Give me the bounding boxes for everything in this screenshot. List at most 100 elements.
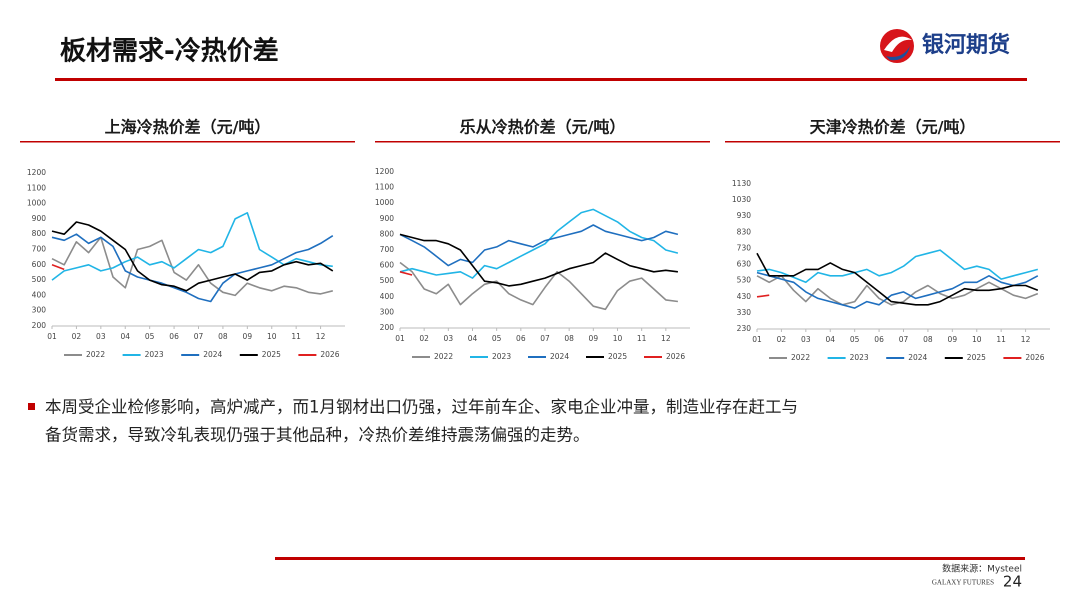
y-tick-label: 1000: [27, 199, 46, 208]
x-tick-label: 02: [72, 332, 82, 341]
x-tick-label: 10: [267, 332, 277, 341]
x-tick-label: 11: [637, 334, 647, 343]
x-tick-label: 03: [96, 332, 106, 341]
x-tick-label: 10: [972, 335, 982, 344]
x-tick-label: 04: [468, 334, 478, 343]
y-tick-label: 600: [380, 261, 395, 270]
series-line: [51, 264, 65, 271]
legend-label: 2026: [320, 350, 339, 359]
legend-label: 2022: [434, 352, 453, 361]
y-tick-label: 500: [32, 275, 47, 284]
y-tick-label: 400: [32, 290, 47, 299]
x-tick-label: 08: [218, 332, 228, 341]
page-number: 24: [1003, 573, 1022, 591]
x-tick-label: 05: [492, 334, 502, 343]
bullet-text: 备货需求，导致冷轧表现仍强于其他品种，冷热价差维持震荡偏强的走势。: [45, 426, 590, 445]
chart: 上海冷热价差（元/吨） 200 300 400 500 600 700 800 900 1000 1…: [20, 118, 355, 359]
x-tick-label: 12: [661, 334, 671, 343]
series-line: [399, 208, 679, 279]
y-tick-label: 800: [380, 229, 395, 238]
legend-label: 2023: [492, 352, 511, 361]
y-tick-label: 1100: [375, 183, 394, 192]
series-line: [399, 224, 679, 267]
chart: 乐从冷热价差（元/吨） 200 300 400 500 600 700 800 900 1000 1…: [375, 118, 710, 361]
chart: 天津冷热价差（元/吨） 230 330 430 530 630 730 830 930 1030 1…: [725, 118, 1060, 362]
legend-label: 2026: [1025, 353, 1044, 362]
chart-title-rule: [725, 141, 1060, 143]
legend-label: 2023: [850, 353, 869, 362]
x-tick-label: 02: [419, 334, 429, 343]
x-tick-label: 11: [996, 335, 1006, 344]
legend-label: 2024: [550, 352, 569, 361]
y-tick-label: 730: [737, 243, 752, 252]
x-tick-label: 01: [752, 335, 762, 344]
legend-label: 2025: [262, 350, 281, 359]
x-tick-label: 07: [540, 334, 550, 343]
x-tick-label: 03: [801, 335, 811, 344]
x-tick-label: 12: [316, 332, 326, 341]
series-line: [51, 233, 334, 303]
bullet-text: 本周受企业检修影响，高炉减产，而1月钢材出口仍强，过年前车企、家电企业冲量，制造…: [45, 398, 798, 417]
y-tick-label: 800: [32, 229, 47, 238]
source: 数据来源：Mysteel: [942, 563, 1022, 575]
footer-rule: [275, 557, 1025, 560]
legend-label: 2023: [145, 350, 164, 359]
x-tick-label: 08: [923, 335, 933, 344]
x-tick-label: 09: [243, 332, 253, 341]
x-tick-label: 05: [145, 332, 155, 341]
logo: [880, 29, 914, 63]
x-tick-label: 02: [777, 335, 787, 344]
chart-title: 乐从冷热价差（元/吨）: [460, 118, 626, 137]
chart-title: 上海冷热价差（元/吨）: [105, 118, 271, 137]
logo-text: 银河期货: [922, 32, 1010, 58]
y-tick-label: 330: [737, 308, 752, 317]
x-tick-label: 05: [850, 335, 860, 344]
y-tick-label: 1200: [27, 168, 46, 177]
x-tick-label: 11: [291, 332, 301, 341]
legend-label: 2024: [203, 350, 222, 359]
logo-swoosh: [884, 36, 912, 52]
bullet-marker: [28, 403, 35, 410]
brand: GALAXY FUTURES: [932, 579, 994, 587]
series-line: [756, 294, 770, 298]
x-tick-label: 10: [613, 334, 623, 343]
legend-label: 2025: [608, 352, 627, 361]
series-line: [399, 233, 678, 287]
y-tick-label: 1130: [732, 179, 751, 188]
x-tick-label: 06: [874, 335, 884, 344]
y-tick-label: 700: [32, 245, 47, 254]
y-tick-label: 500: [380, 276, 395, 285]
x-tick-label: 04: [120, 332, 130, 341]
legend-label: 2026: [666, 352, 685, 361]
logo-swoosh: [886, 46, 910, 61]
x-tick-label: 01: [395, 334, 405, 343]
series-line: [51, 221, 334, 292]
x-tick-label: 06: [169, 332, 179, 341]
series-line: [756, 252, 1039, 306]
y-tick-label: 1030: [732, 195, 751, 204]
series-line: [399, 271, 413, 276]
legend-label: 2024: [908, 353, 927, 362]
y-tick-label: 900: [380, 214, 395, 223]
series-line: [756, 271, 1039, 309]
y-tick-label: 600: [32, 260, 47, 269]
chart-title-rule: [20, 141, 355, 143]
legend-label: 2022: [791, 353, 810, 362]
y-tick-label: 630: [737, 260, 752, 269]
y-tick-label: 1200: [375, 167, 394, 176]
x-tick-label: 04: [825, 335, 835, 344]
slide-title: 板材需求-冷热价差: [60, 36, 279, 67]
y-tick-label: 300: [380, 307, 395, 316]
chart-title-rule: [375, 141, 710, 143]
legend-label: 2025: [967, 353, 986, 362]
chart-title: 天津冷热价差（元/吨）: [810, 118, 976, 137]
y-tick-label: 400: [380, 292, 395, 301]
x-tick-label: 06: [516, 334, 526, 343]
x-tick-label: 01: [47, 332, 57, 341]
y-tick-label: 700: [380, 245, 395, 254]
series-line: [399, 261, 679, 311]
y-tick-label: 1100: [27, 183, 46, 192]
y-tick-label: 830: [737, 227, 752, 236]
